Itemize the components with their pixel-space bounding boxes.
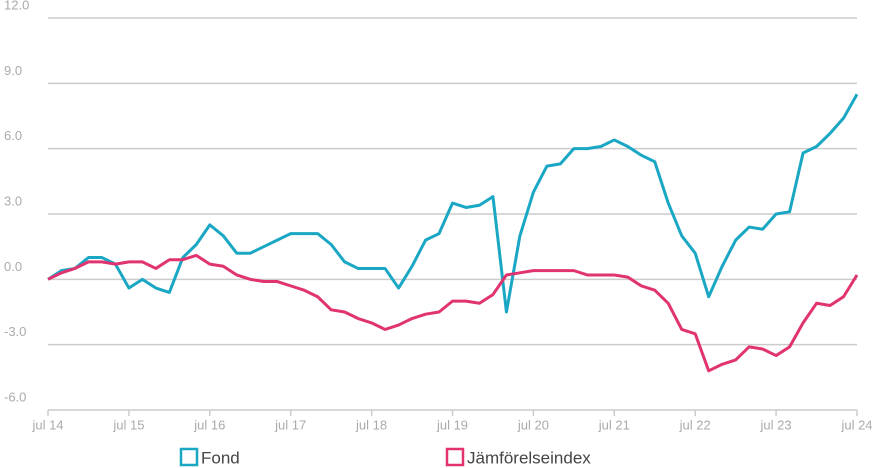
x-tick-label: jul 24 xyxy=(840,417,872,432)
x-tick-label: jul 22 xyxy=(679,417,711,432)
y-tick-label: 0.0 xyxy=(4,259,22,274)
series-line xyxy=(47,253,859,373)
y-tick-label: -3.0 xyxy=(4,324,26,339)
x-tick-label: jul 14 xyxy=(31,417,63,432)
y-tick-label: 3.0 xyxy=(4,193,22,208)
x-tick-label: jul 21 xyxy=(598,417,630,432)
legend-swatch xyxy=(179,447,199,467)
y-tick-label: 9.0 xyxy=(4,63,22,78)
y-tick-label: 6.0 xyxy=(4,128,22,143)
x-tick-label: jul 17 xyxy=(274,417,306,432)
x-tick-label: jul 15 xyxy=(112,417,144,432)
x-tick-label: jul 20 xyxy=(517,417,549,432)
x-tick-label: jul 18 xyxy=(355,417,387,432)
legend-text: Jämförelseindex xyxy=(467,448,591,467)
x-tick-label: jul 16 xyxy=(193,417,225,432)
y-tick-label: 12.0 xyxy=(4,0,29,12)
series-line xyxy=(47,93,859,314)
x-tick-label: jul 23 xyxy=(760,417,792,432)
legend-swatch xyxy=(445,447,465,467)
x-tick-label: jul 19 xyxy=(436,417,468,432)
y-tick-label: -6.0 xyxy=(4,389,26,404)
legend-text: Fond xyxy=(201,448,240,467)
